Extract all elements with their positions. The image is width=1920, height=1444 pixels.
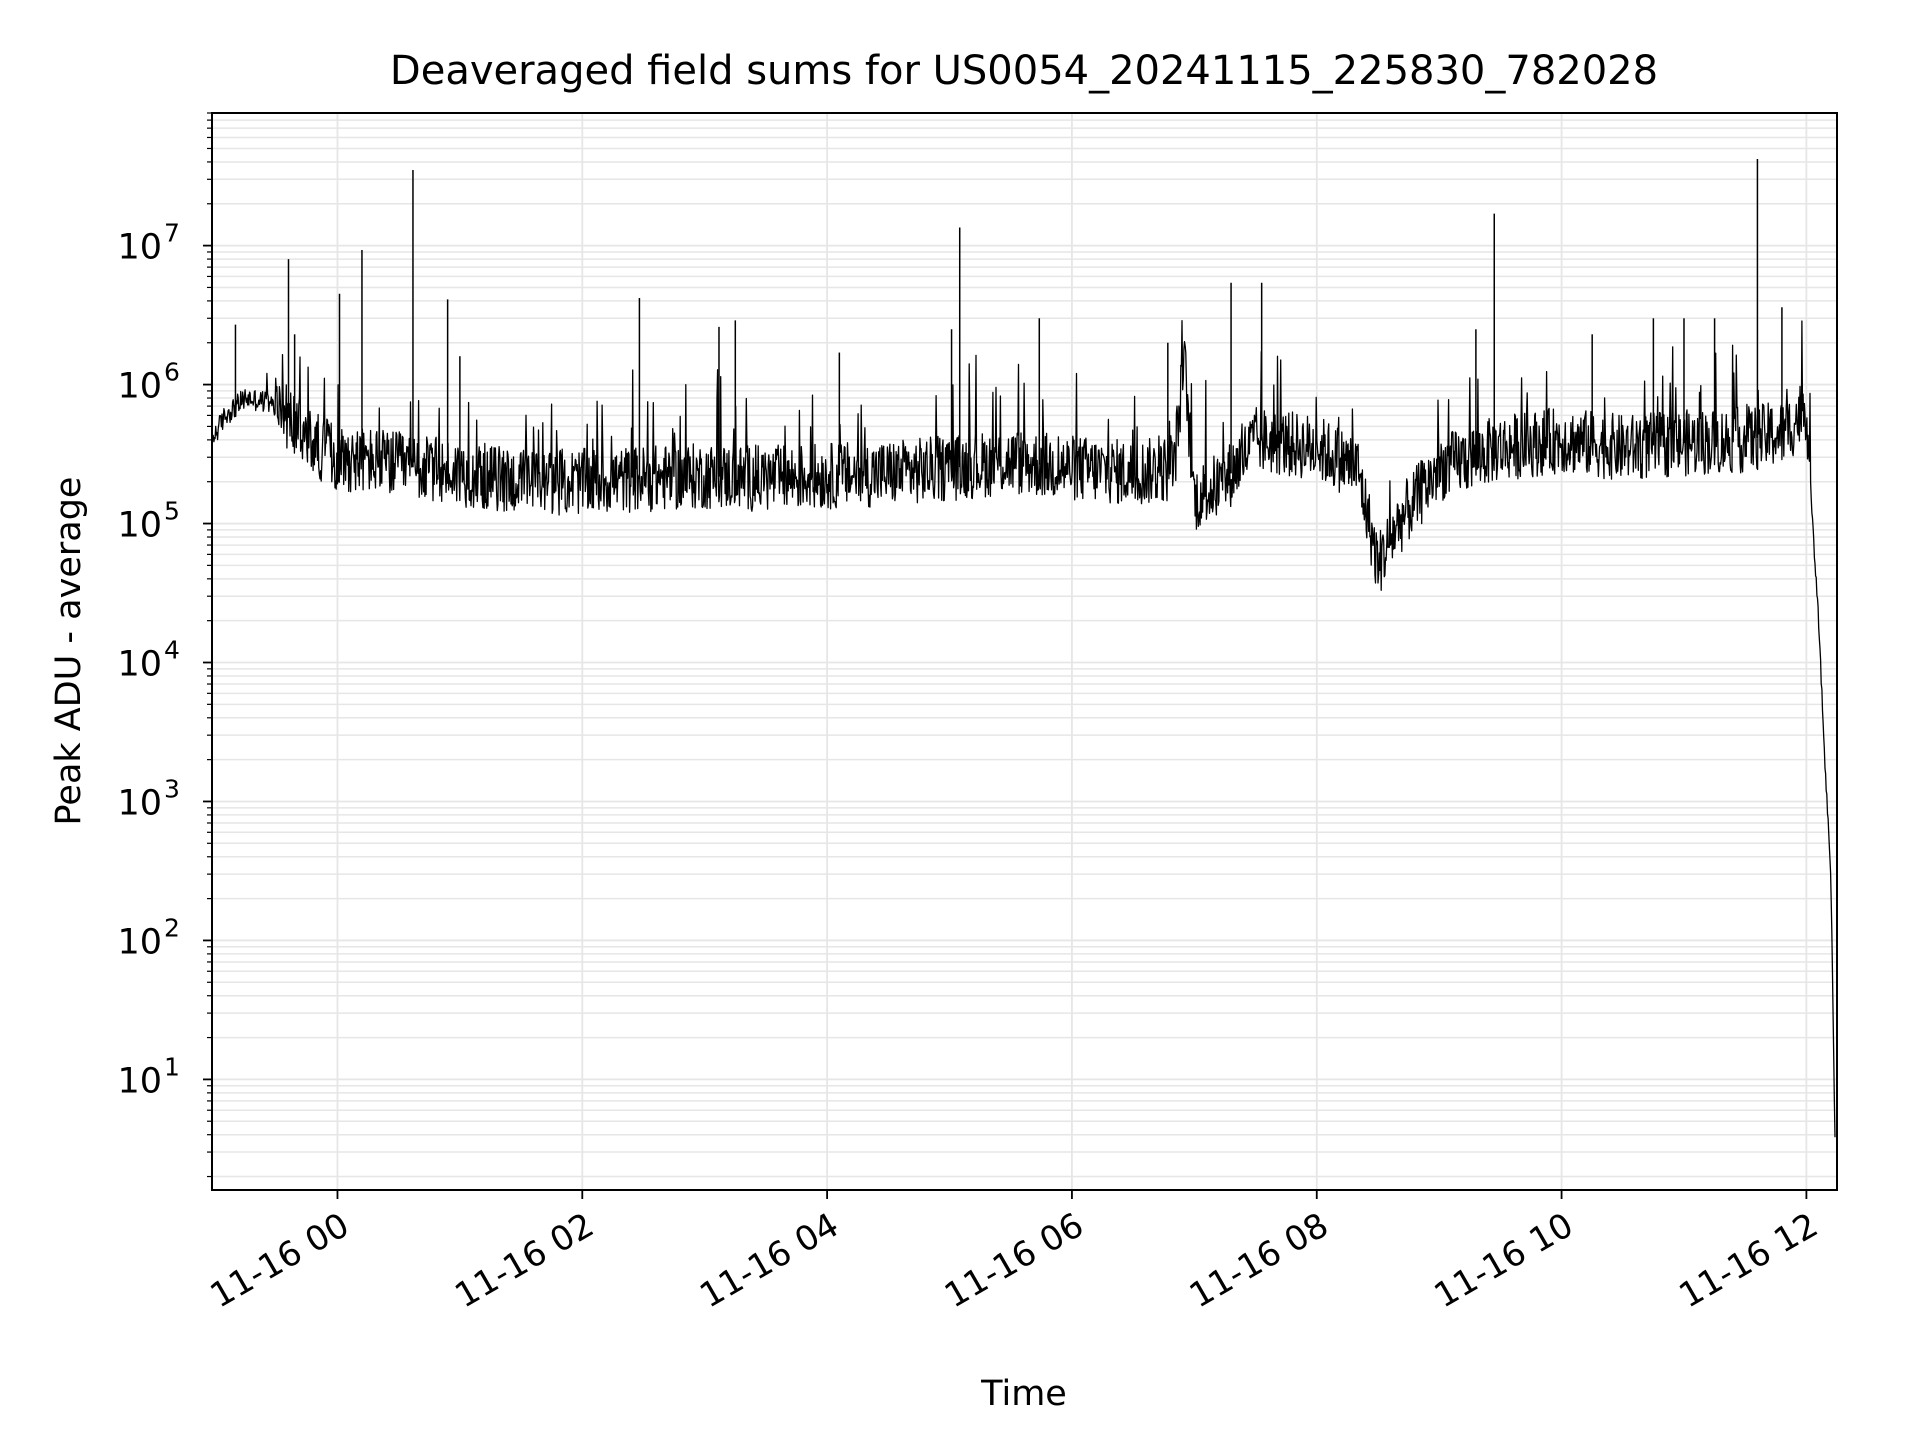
y-tick-label: 10 [117, 645, 162, 685]
y-tick-label: 10 [117, 783, 162, 823]
x-axis-label: Time [980, 1374, 1067, 1414]
grid-layer [212, 112, 1837, 1190]
plot-frame [211, 112, 1838, 1191]
y-tick-label: 10 [117, 922, 162, 962]
y-tick-label-exponent: 1 [164, 1052, 180, 1081]
y-tick-label-exponent: 6 [164, 358, 180, 387]
y-tick-label: 10 [117, 506, 162, 546]
data-layer [211, 158, 1836, 1138]
y-tick-label-exponent: 4 [164, 636, 180, 665]
chart-title: Deaveraged field sums for US0054_2024111… [390, 48, 1658, 94]
y-tick-label-exponent: 2 [164, 913, 180, 942]
y-tick-label: 10 [117, 1061, 162, 1101]
y-tick-label: 10 [117, 367, 162, 407]
y-tick-label-exponent: 3 [164, 774, 180, 803]
y-tick-label: 10 [117, 228, 162, 268]
y-tick-label-exponent: 7 [164, 219, 180, 248]
y-axis-label: Peak ADU - average [49, 477, 89, 826]
y-tick-label-exponent: 5 [164, 497, 180, 526]
series-line [211, 320, 1836, 1138]
